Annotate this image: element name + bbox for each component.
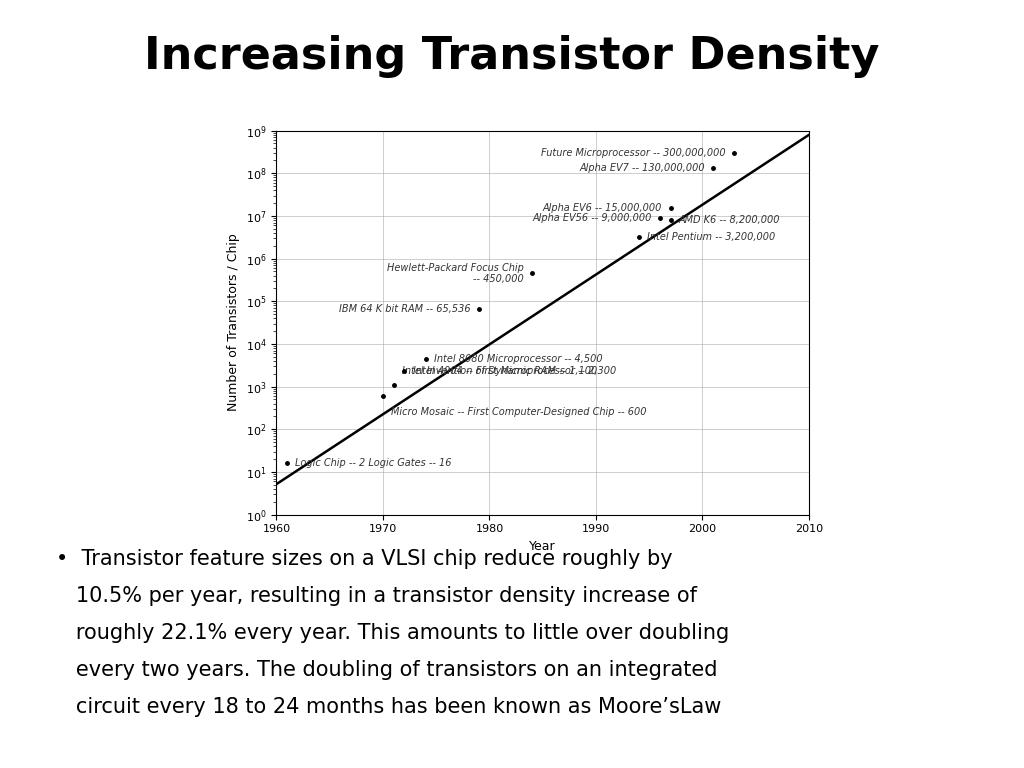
- Text: Micro Mosaic -- First Computer-Designed Chip -- 600: Micro Mosaic -- First Computer-Designed …: [391, 407, 647, 417]
- Text: •  Transistor feature sizes on a VLSI chip reduce roughly by: • Transistor feature sizes on a VLSI chi…: [56, 549, 673, 569]
- Text: Hewlett-Packard Focus Chip
-- 450,000: Hewlett-Packard Focus Chip -- 450,000: [387, 263, 523, 284]
- Text: Intel 8080 Microprocessor -- 4,500: Intel 8080 Microprocessor -- 4,500: [434, 354, 602, 364]
- Y-axis label: Number of Transistors / Chip: Number of Transistors / Chip: [227, 233, 241, 412]
- Text: every two years. The doubling of transistors on an integrated: every two years. The doubling of transis…: [56, 660, 718, 680]
- Text: Alpha EV6 -- 15,000,000: Alpha EV6 -- 15,000,000: [543, 204, 663, 214]
- Text: Intel Pentium -- 3,200,000: Intel Pentium -- 3,200,000: [647, 232, 775, 242]
- Text: Future Microprocessor -- 300,000,000: Future Microprocessor -- 300,000,000: [542, 148, 726, 158]
- Text: Increasing Transistor Density: Increasing Transistor Density: [144, 35, 880, 78]
- Text: Logic Chip -- 2 Logic Gates -- 16: Logic Chip -- 2 Logic Gates -- 16: [296, 458, 452, 468]
- Text: Intel 4004 -- First Microprocessor -- 2,300: Intel 4004 -- First Microprocessor -- 2,…: [413, 366, 615, 376]
- Text: Alpha EV56 -- 9,000,000: Alpha EV56 -- 9,000,000: [532, 213, 651, 223]
- Text: IBM 64 K bit RAM -- 65,536: IBM 64 K bit RAM -- 65,536: [339, 304, 470, 314]
- Text: roughly 22.1% every year. This amounts to little over doubling: roughly 22.1% every year. This amounts t…: [56, 623, 729, 643]
- Text: circuit every 18 to 24 months has been known as Moore’sLaw: circuit every 18 to 24 months has been k…: [56, 697, 722, 717]
- Text: AMD K6 -- 8,200,000: AMD K6 -- 8,200,000: [679, 214, 780, 224]
- Text: 10.5% per year, resulting in a transistor density increase of: 10.5% per year, resulting in a transisto…: [56, 586, 697, 606]
- Text: Intel Invention of Dynamic RAM -- 1,100: Intel Invention of Dynamic RAM -- 1,100: [402, 366, 597, 376]
- Text: Alpha EV7 -- 130,000,000: Alpha EV7 -- 130,000,000: [580, 164, 705, 174]
- X-axis label: Year: Year: [529, 540, 556, 553]
